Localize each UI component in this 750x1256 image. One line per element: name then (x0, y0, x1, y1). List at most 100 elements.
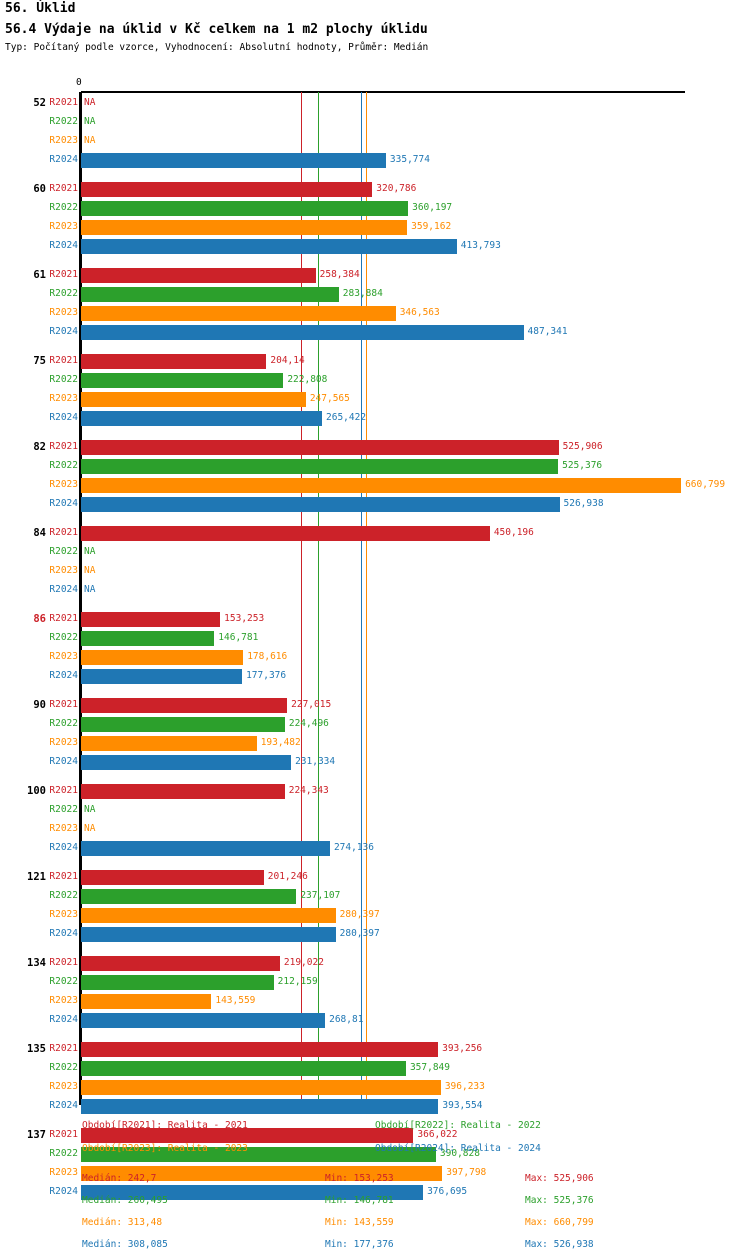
bar-value-label: 357,849 (409, 1062, 450, 1073)
plot-area: 0 52 R2021 NA R2022 NA R2023 NA R2024 335,774 60 R… (27, 77, 725, 1200)
bar-82-r2024[interactable] (81, 497, 560, 512)
bar-value-label: 360,197 (412, 202, 453, 213)
bar-value-label: 413,793 (460, 240, 501, 251)
bar-value-label: 224,343 (288, 785, 329, 796)
bar-84-r2021[interactable] (81, 526, 490, 541)
bar-value-label: 487,341 (527, 326, 568, 337)
series-label-r2023: R2023 (49, 393, 78, 404)
series-label-r2022: R2022 (49, 804, 78, 815)
bar-82-r2023[interactable] (81, 478, 682, 493)
bar-value-label: 247,565 (309, 393, 350, 404)
bar-90-r2024[interactable] (81, 755, 292, 770)
bar-61-r2022[interactable] (81, 287, 339, 302)
legend-item-2[interactable]: Období[R2022]: Realita - 2022 (375, 1120, 541, 1131)
bar-134-r2022[interactable] (81, 975, 274, 990)
bar-90-r2021[interactable] (81, 698, 288, 713)
series-label-r2022: R2022 (49, 202, 78, 213)
bar-value-na: NA (84, 116, 96, 127)
series-label-r2024: R2024 (49, 412, 78, 423)
bar-135-r2022[interactable] (81, 1061, 406, 1076)
group-label-135[interactable]: 135 (27, 1043, 46, 1055)
series-label-r2022: R2022 (49, 288, 78, 299)
group-label-100[interactable]: 100 (27, 785, 46, 797)
bar-61-r2021[interactable] (81, 268, 316, 283)
series-label-r2023: R2023 (49, 565, 78, 576)
bar-52-r2024[interactable] (81, 153, 386, 168)
stat-min-row2: Min: 146,781 (325, 1195, 394, 1206)
legend-item-1[interactable]: Období[R2021]: Realita - 2021 (82, 1120, 248, 1131)
bar-60-r2022[interactable] (81, 201, 409, 216)
bar-137-r2023[interactable] (81, 1166, 443, 1181)
group-label-137[interactable]: 137 (27, 1129, 46, 1141)
bar-82-r2021[interactable] (81, 440, 559, 455)
axis-zero-label: 0 (76, 77, 82, 88)
bar-value-na: NA (84, 546, 96, 557)
series-label-r2021: R2021 (49, 527, 78, 538)
group-label-82[interactable]: 82 (33, 441, 46, 453)
bar-value-label: 450,196 (493, 527, 534, 538)
legend-item-4[interactable]: Období[R2024]: Realita - 2024 (375, 1143, 541, 1154)
bar-86-r2023[interactable] (81, 650, 244, 665)
bar-75-r2021[interactable] (81, 354, 267, 369)
group-label-121[interactable]: 121 (27, 871, 46, 883)
bar-60-r2021[interactable] (81, 182, 373, 197)
group-label-84[interactable]: 84 (33, 527, 46, 539)
stat-median-row1: Medián: 242,7 (82, 1173, 157, 1184)
group-label-61[interactable]: 61 (33, 269, 46, 281)
group-label-86[interactable]: 86 (33, 613, 46, 625)
bar-100-r2024[interactable] (81, 841, 330, 856)
series-label-r2021: R2021 (49, 269, 78, 280)
bar-121-r2021[interactable] (81, 870, 264, 885)
bar-86-r2022[interactable] (81, 631, 215, 646)
bar-134-r2024[interactable] (81, 1013, 326, 1028)
bar-121-r2022[interactable] (81, 889, 297, 904)
series-label-r2024: R2024 (49, 1186, 78, 1197)
bar-137-r2021[interactable] (81, 1128, 414, 1143)
series-label-r2024: R2024 (49, 1100, 78, 1111)
bar-134-r2023[interactable] (81, 994, 212, 1009)
bar-value-label: 143,559 (215, 995, 256, 1006)
bar-134-r2021[interactable] (81, 956, 280, 971)
bar-75-r2022[interactable] (81, 373, 284, 388)
series-label-r2021: R2021 (49, 355, 78, 366)
bar-135-r2021[interactable] (81, 1042, 439, 1057)
bar-86-r2024[interactable] (81, 669, 243, 684)
bar-82-r2022[interactable] (81, 459, 559, 474)
group-label-75[interactable]: 75 (33, 355, 46, 367)
bar-61-r2024[interactable] (81, 325, 524, 340)
bar-135-r2024[interactable] (81, 1099, 439, 1114)
bar-61-r2023[interactable] (81, 306, 396, 321)
series-label-r2024: R2024 (49, 1014, 78, 1025)
bar-75-r2024[interactable] (81, 411, 323, 426)
stat-median-row3: Medián: 313,48 (82, 1217, 163, 1228)
group-label-60[interactable]: 60 (33, 183, 46, 195)
bar-137-r2024[interactable] (81, 1185, 424, 1200)
bar-value-label: 177,376 (246, 670, 287, 681)
bar-135-r2023[interactable] (81, 1080, 441, 1095)
group-label-52[interactable]: 52 (33, 97, 46, 109)
bar-value-label: 222,808 (287, 374, 328, 385)
bar-value-label: 359,162 (411, 221, 452, 232)
bar-value-label: 280,397 (339, 928, 380, 939)
bar-121-r2023[interactable] (81, 908, 336, 923)
median-line-r2024 (360, 92, 362, 1105)
bar-60-r2024[interactable] (81, 239, 457, 254)
bar-90-r2022[interactable] (81, 717, 285, 732)
group-label-134[interactable]: 134 (27, 957, 46, 969)
stat-min-row4: Min: 177,376 (325, 1239, 394, 1250)
series-label-r2023: R2023 (49, 651, 78, 662)
series-label-r2023: R2023 (49, 1081, 78, 1092)
bar-90-r2023[interactable] (81, 736, 257, 751)
bar-60-r2023[interactable] (81, 220, 408, 235)
legend-item-3[interactable]: Období[R2023]: Realita - 2023 (82, 1143, 248, 1154)
bar-value-label: 237,107 (300, 890, 341, 901)
bar-75-r2023[interactable] (81, 392, 306, 407)
series-label-r2022: R2022 (49, 374, 78, 385)
bar-value-label: 525,376 (562, 460, 603, 471)
bar-121-r2024[interactable] (81, 927, 336, 942)
stat-max-row2: Max: 525,376 (525, 1195, 594, 1206)
bar-137-r2022[interactable] (81, 1147, 436, 1162)
bar-86-r2021[interactable] (81, 612, 221, 627)
bar-100-r2021[interactable] (81, 784, 285, 799)
group-label-90[interactable]: 90 (33, 699, 46, 711)
